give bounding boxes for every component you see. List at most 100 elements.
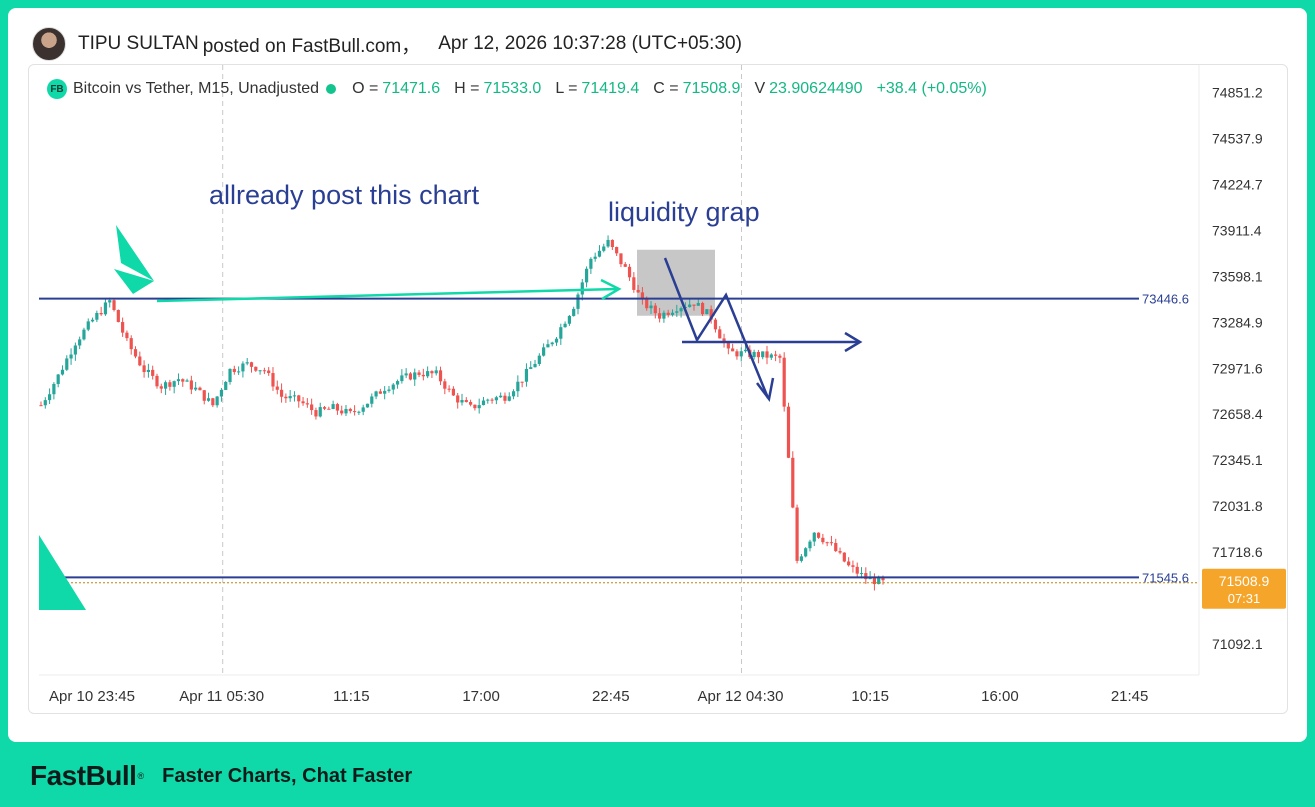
candle-body[interactable]: [361, 407, 365, 412]
candle-body[interactable]: [627, 266, 632, 278]
candle-body[interactable]: [829, 542, 834, 544]
candle-body[interactable]: [597, 250, 602, 257]
candle-body[interactable]: [125, 332, 129, 339]
candle-body[interactable]: [56, 374, 60, 384]
candle-body[interactable]: [503, 395, 507, 401]
candle-body[interactable]: [344, 408, 348, 414]
candle-body[interactable]: [761, 351, 765, 358]
candle-body[interactable]: [275, 386, 279, 390]
candle-body[interactable]: [808, 541, 812, 549]
candle-body[interactable]: [305, 403, 309, 405]
candle-body[interactable]: [163, 382, 168, 389]
candle-body[interactable]: [116, 310, 120, 323]
candle-body[interactable]: [529, 367, 533, 369]
candle-body[interactable]: [507, 396, 511, 401]
candle-body[interactable]: [211, 398, 215, 406]
candle-body[interactable]: [121, 322, 125, 333]
candle-body[interactable]: [524, 368, 529, 382]
candle-body[interactable]: [546, 344, 550, 348]
candle-body[interactable]: [602, 246, 606, 251]
candle-body[interactable]: [649, 305, 653, 309]
candle-body[interactable]: [653, 305, 657, 314]
candle-body[interactable]: [877, 577, 881, 585]
post-author[interactable]: TIPU SULTAN: [78, 33, 199, 54]
candle-body[interactable]: [842, 552, 846, 562]
candle-body[interactable]: [254, 366, 258, 371]
candle-body[interactable]: [786, 406, 791, 458]
candle-body[interactable]: [774, 354, 778, 356]
candle-body[interactable]: [297, 395, 301, 402]
candle-body[interactable]: [69, 354, 73, 359]
candle-body[interactable]: [348, 408, 352, 412]
candle-body[interactable]: [752, 351, 756, 358]
candle-body[interactable]: [477, 405, 481, 409]
candle-body[interactable]: [322, 407, 327, 409]
candle-body[interactable]: [859, 573, 864, 575]
fastbull-logo[interactable]: FastBull: [30, 760, 137, 791]
candle-body[interactable]: [258, 370, 262, 372]
candle-body[interactable]: [245, 362, 249, 364]
candle-body[interactable]: [78, 339, 82, 346]
candle-body[interactable]: [632, 277, 636, 290]
candle-body[interactable]: [821, 537, 825, 543]
candle-body[interactable]: [374, 391, 378, 397]
candle-body[interactable]: [584, 268, 589, 283]
candle-body[interactable]: [357, 411, 361, 413]
candle-body[interactable]: [623, 264, 627, 267]
candle-body[interactable]: [700, 302, 705, 315]
candle-body[interactable]: [65, 358, 69, 370]
candle-body[interactable]: [804, 548, 808, 557]
candle-body[interactable]: [782, 357, 786, 407]
candle-body[interactable]: [395, 381, 400, 385]
candle-body[interactable]: [460, 400, 464, 403]
candle-body[interactable]: [533, 363, 537, 368]
candle-body[interactable]: [404, 373, 408, 376]
candle-body[interactable]: [499, 395, 503, 398]
candle-body[interactable]: [241, 363, 245, 372]
candle-body[interactable]: [550, 342, 554, 345]
candle-body[interactable]: [451, 388, 456, 396]
candle-body[interactable]: [82, 329, 86, 340]
candle-body[interactable]: [705, 309, 709, 315]
candle-body[interactable]: [159, 386, 163, 389]
candle-body[interactable]: [473, 404, 477, 409]
candle-body[interactable]: [430, 371, 434, 374]
candle-body[interactable]: [301, 401, 305, 404]
candle-body[interactable]: [387, 389, 391, 391]
candle-body[interactable]: [249, 362, 254, 367]
candle-body[interactable]: [726, 343, 730, 349]
candle-body[interactable]: [636, 289, 640, 293]
candle-body[interactable]: [434, 370, 438, 374]
candle-body[interactable]: [559, 327, 563, 339]
candle-body[interactable]: [688, 304, 692, 308]
chart-frame[interactable]: 74851.2 74537.9 74224.7 73911.4 73598.1 73284…: [28, 64, 1288, 714]
candle-body[interactable]: [60, 369, 65, 375]
candle-body[interactable]: [86, 321, 90, 330]
candle-body[interactable]: [340, 410, 344, 414]
candle-body[interactable]: [73, 345, 77, 355]
candle-body[interactable]: [554, 338, 559, 343]
candle-body[interactable]: [378, 391, 382, 394]
candle-body[interactable]: [400, 375, 404, 382]
teal-down-arrow[interactable]: [116, 225, 154, 281]
teal-horizontal-arrow[interactable]: [156, 287, 618, 303]
candle-body[interactable]: [138, 356, 142, 366]
candle-body[interactable]: [464, 400, 468, 402]
candle-body[interactable]: [151, 369, 155, 376]
candle-body[interactable]: [481, 400, 486, 406]
candle-body[interactable]: [198, 387, 202, 391]
candle-body[interactable]: [391, 384, 395, 390]
candle-body[interactable]: [795, 507, 799, 561]
candle-body[interactable]: [511, 391, 516, 397]
candle-body[interactable]: [834, 542, 838, 552]
candle-body[interactable]: [262, 370, 266, 372]
candle-body[interactable]: [838, 551, 842, 553]
candle-body[interactable]: [709, 309, 713, 320]
candle-body[interactable]: [765, 351, 769, 358]
candle-body[interactable]: [52, 383, 56, 395]
candle-body[interactable]: [743, 349, 748, 352]
candle-body[interactable]: [271, 373, 275, 387]
candle-body[interactable]: [490, 399, 494, 401]
candle-body[interactable]: [615, 247, 619, 254]
candle-body[interactable]: [95, 312, 99, 320]
